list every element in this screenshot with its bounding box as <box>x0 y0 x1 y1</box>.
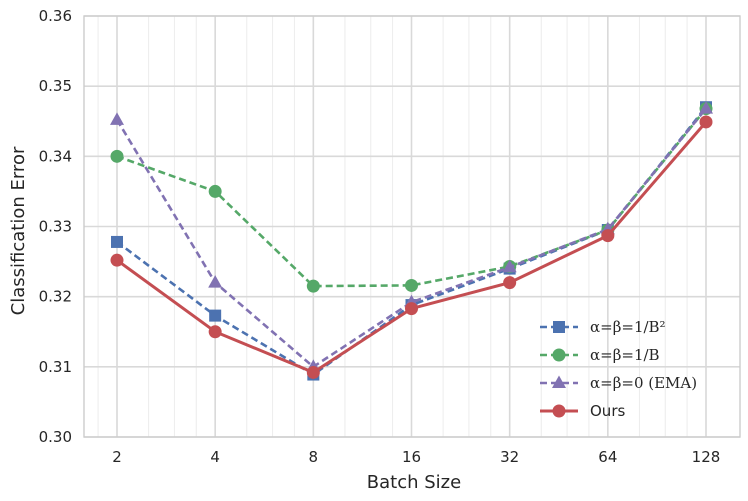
data-point <box>110 112 124 125</box>
legend-marker <box>553 321 565 333</box>
x-tick-label: 32 <box>500 448 519 466</box>
y-tick-label: 0.35 <box>39 77 72 95</box>
y-tick-label: 0.34 <box>39 147 72 165</box>
x-tick-label: 4 <box>210 448 220 466</box>
data-point <box>503 276 517 290</box>
data-point <box>110 253 124 267</box>
series-3 <box>110 115 713 379</box>
data-point <box>208 184 222 198</box>
y-tick-label: 0.36 <box>39 7 72 25</box>
x-tick-label: 64 <box>598 448 617 466</box>
y-axis-ticks: 0.30 0.31 0.32 0.33 0.34 0.35 0.36 <box>39 7 72 446</box>
data-point <box>405 302 418 316</box>
data-point <box>306 365 320 379</box>
y-tick-label: 0.33 <box>39 218 72 236</box>
y-axis-title: Classification Error <box>8 146 29 315</box>
legend-marker <box>552 348 566 362</box>
x-tick-label: 128 <box>692 448 721 466</box>
data-point <box>208 325 222 339</box>
data-point <box>699 115 713 129</box>
data-point <box>111 235 123 248</box>
data-point <box>209 309 222 322</box>
x-tick-label: 8 <box>309 448 319 466</box>
legend-item: α=β=1/B² <box>540 318 666 336</box>
plot-frame <box>83 15 741 438</box>
data-point <box>601 229 615 243</box>
plot-border <box>83 15 741 438</box>
legend: α=β=1/B² α=β=1/B α=β=0 (EMA) Ours <box>540 318 697 420</box>
y-tick-label: 0.31 <box>39 358 72 376</box>
data-point <box>699 101 713 114</box>
data-point <box>502 259 517 273</box>
legend-label: α=β=1/B <box>590 346 660 364</box>
data-point <box>405 278 418 292</box>
legend-item: α=β=0 (EMA) <box>540 374 697 392</box>
legend-item: α=β=1/B <box>540 346 660 364</box>
x-axis-title: Batch Size <box>367 472 461 493</box>
series-layer <box>110 101 713 381</box>
legend-marker <box>552 375 566 388</box>
legend-item: Ours <box>540 402 625 420</box>
x-axis-ticks: 2 4 8 16 32 64 128 <box>112 448 720 466</box>
legend-label: α=β=1/B² <box>590 318 666 336</box>
legend-label: α=β=0 (EMA) <box>590 374 697 392</box>
data-point <box>306 279 320 293</box>
x-tick-label: 16 <box>402 448 421 466</box>
y-tick-label: 0.32 <box>39 288 72 306</box>
y-tick-label: 0.30 <box>39 428 72 446</box>
legend-label: Ours <box>590 402 625 420</box>
x-tick-label: 2 <box>112 448 122 466</box>
legend-marker <box>552 404 566 418</box>
data-point <box>208 275 223 288</box>
data-point <box>110 149 124 163</box>
